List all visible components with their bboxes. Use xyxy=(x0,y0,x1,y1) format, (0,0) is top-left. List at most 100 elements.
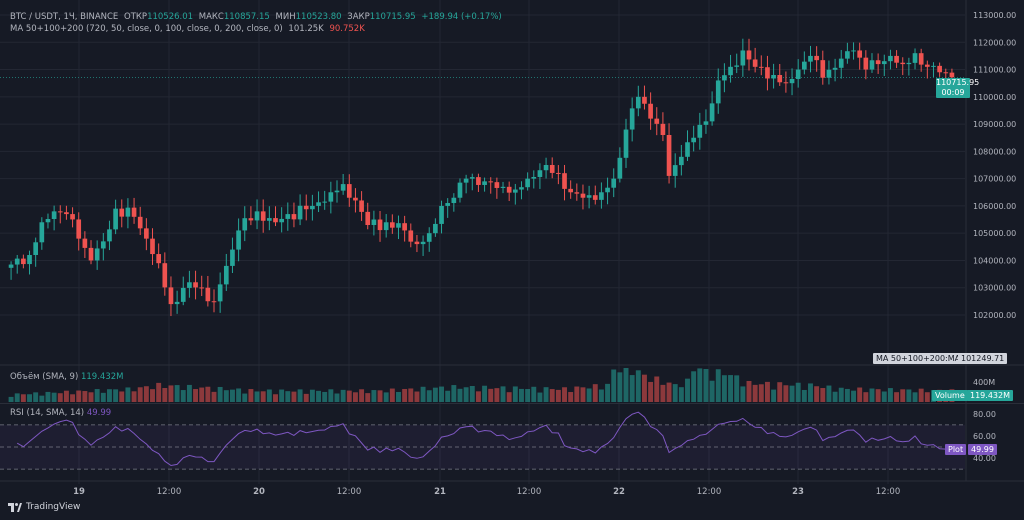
candle-body xyxy=(543,165,549,171)
volume-bar xyxy=(291,391,297,402)
volume-legend[interactable]: Объём (SMA, 9) 119.432M xyxy=(10,372,123,382)
volume-sma-value: 119.432M xyxy=(80,372,124,382)
volume-bar xyxy=(20,394,26,402)
volume-title[interactable]: Объём (SMA, 9) xyxy=(10,372,79,382)
candle-body xyxy=(832,67,838,70)
candle-body xyxy=(795,69,801,79)
volume-bar xyxy=(697,368,703,402)
brand-name: TradingView xyxy=(26,502,81,512)
price-tick-label: 108000.00 xyxy=(973,147,1016,156)
time-tick-label: 20 xyxy=(253,487,265,497)
volume-bar xyxy=(334,393,340,402)
low-value: 110523.80 xyxy=(295,12,342,22)
volume-bar xyxy=(285,391,291,402)
rsi-tag-label: Plot xyxy=(945,444,967,455)
candle-body xyxy=(765,67,770,79)
candle-body xyxy=(482,181,487,185)
candle-body xyxy=(537,170,543,177)
price-tick-label: 111000.00 xyxy=(973,66,1016,75)
volume-bar xyxy=(611,369,617,402)
candle-body xyxy=(556,172,561,174)
volume-bar xyxy=(420,386,426,402)
candle-body xyxy=(297,205,303,220)
volume-bar xyxy=(562,387,567,402)
footer-brand[interactable]: TradingView xyxy=(8,502,80,512)
candle-body xyxy=(777,75,783,83)
candle-body xyxy=(8,264,14,268)
volume-bar xyxy=(432,387,438,402)
candle-body xyxy=(346,184,352,198)
volume-bar xyxy=(728,375,734,402)
price-tick-label: 107000.00 xyxy=(973,175,1016,184)
candle-body xyxy=(697,124,703,138)
candle-body xyxy=(273,218,278,223)
candle-body xyxy=(654,118,660,124)
volume-bar xyxy=(156,382,162,402)
candle-body xyxy=(180,287,186,302)
volume-bar xyxy=(777,382,783,402)
volume-bar xyxy=(260,391,266,402)
volume-bar xyxy=(8,396,14,402)
volume-bar xyxy=(322,391,328,402)
price-tick-label: 105000.00 xyxy=(973,229,1016,238)
volume-bar xyxy=(857,387,863,402)
candle-body xyxy=(39,222,45,243)
high-value: 110857.15 xyxy=(223,12,270,22)
candle-body xyxy=(457,182,463,198)
candle-body xyxy=(949,72,955,78)
rsi-title[interactable]: RSI (14, SMA, 14) xyxy=(10,408,85,418)
open-value: 110526.01 xyxy=(147,12,194,22)
volume-bar xyxy=(82,391,88,402)
volume-bar xyxy=(248,389,254,402)
symbol-name[interactable]: BTC / USDT, 1Ч, BINANCE xyxy=(10,12,119,22)
volume-bar xyxy=(168,385,174,402)
volume-bar xyxy=(851,390,856,402)
volume-bar xyxy=(51,392,57,402)
ma-axis-value: 101249.71 xyxy=(958,353,1008,364)
volume-bar xyxy=(365,393,371,402)
candle-body xyxy=(519,187,524,190)
volume-bar xyxy=(297,389,303,402)
time-tick-label: 22 xyxy=(613,487,625,497)
price-tick-label: 112000.00 xyxy=(973,38,1016,47)
tradingview-logo-icon xyxy=(8,502,22,512)
volume-bar xyxy=(242,393,248,402)
ma-axis-tag: MA 50+100+200:MA50 xyxy=(873,353,974,364)
candle-body xyxy=(187,282,192,288)
candle-body xyxy=(439,205,444,224)
volume-bar xyxy=(580,387,586,402)
volume-bar xyxy=(764,381,770,402)
candle-body xyxy=(14,258,20,265)
volume-bar xyxy=(592,384,598,402)
volume-bar xyxy=(629,375,635,402)
volume-bar xyxy=(900,389,906,402)
volume-bar xyxy=(605,383,611,402)
volume-bar xyxy=(352,392,358,402)
candle-body xyxy=(635,96,641,109)
candle-body xyxy=(426,233,432,242)
rsi-line xyxy=(16,411,953,467)
volume-tag-label-text: Volume xyxy=(935,391,965,400)
volume-bar xyxy=(309,389,315,402)
volume-bar xyxy=(598,389,604,402)
volume-bar xyxy=(57,393,63,402)
candle-body xyxy=(599,192,604,200)
volume-bar xyxy=(469,385,475,402)
volume-bar xyxy=(27,394,32,402)
volume-tick-label: 400M xyxy=(973,378,995,387)
candle-body xyxy=(685,142,690,157)
ma-title[interactable]: MA 50+100+200 (720, 50, close, 0, 100, c… xyxy=(10,24,283,34)
volume-bar xyxy=(543,387,549,402)
price-tick-label: 102000.00 xyxy=(973,311,1016,320)
symbol-legend[interactable]: BTC / USDT, 1Ч, BINANCE ОТКР110526.01 МА… xyxy=(10,12,505,23)
volume-bar xyxy=(734,375,740,402)
chart-grid xyxy=(0,0,965,484)
ma-legend[interactable]: MA 50+100+200 (720, 50, close, 0, 100, c… xyxy=(10,24,368,35)
rsi-legend[interactable]: RSI (14, SMA, 14) 49.99 xyxy=(10,408,111,418)
candle-body xyxy=(248,218,254,221)
candle-body xyxy=(64,212,69,215)
candle-body xyxy=(174,301,180,305)
volume-bar xyxy=(894,392,900,402)
candle-body xyxy=(494,182,500,188)
